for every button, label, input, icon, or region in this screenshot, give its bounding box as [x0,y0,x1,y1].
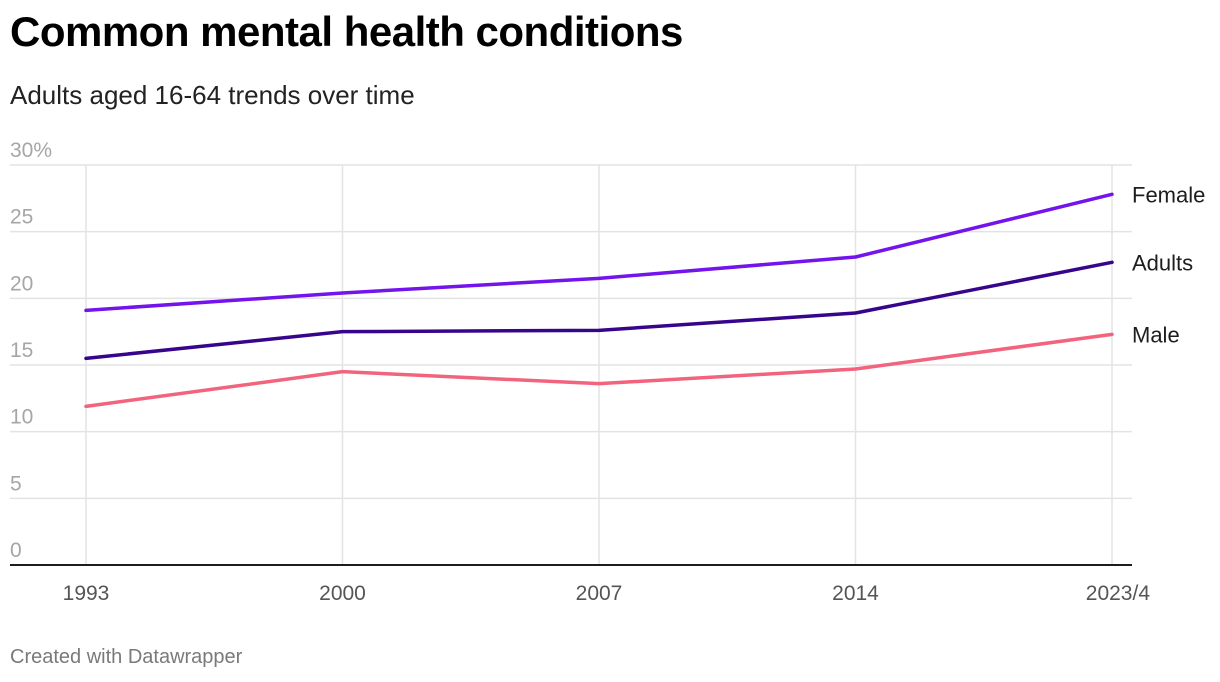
x-axis-ticks: 1993 2000 2007 2014 2023/4 [63,582,1151,605]
y-tick-label: 15 [10,339,33,362]
series-label-male: Male [1132,322,1180,347]
y-tick-label: 10 [10,406,33,429]
x-tick-label: 2014 [832,582,879,605]
series-label-adults: Adults [1132,250,1193,275]
x-tick-label: 2000 [319,582,366,605]
series-label-female: Female [1132,182,1205,207]
y-axis-ticks: 0 5 10 15 20 25 30% [10,139,52,562]
grid-lines [10,164,1132,566]
y-tick-label: 30% [10,139,52,162]
datawrapper-credit: Created with Datawrapper [10,646,243,668]
y-tick-label: 20 [10,272,33,295]
series-line-female [84,192,1114,313]
series-labels: Female Adults Male [1132,182,1205,347]
series-lines [84,192,1114,409]
series-line-adults [84,260,1114,361]
line-chart: 0 5 10 15 20 25 30% 1993 2000 2007 2014 2023/4 Fem… [10,139,1205,605]
x-tick-label: 2023/4 [1086,582,1151,605]
y-tick-label: 0 [10,539,22,562]
series-line-male [84,332,1114,409]
x-tick-label: 1993 [63,582,110,605]
x-tick-label: 2007 [576,582,623,605]
y-tick-label: 5 [10,472,22,495]
chart-subtitle: Adults aged 16-64 trends over time [10,80,415,110]
chart-title: Common mental health conditions [10,8,683,55]
y-tick-label: 25 [10,206,33,229]
